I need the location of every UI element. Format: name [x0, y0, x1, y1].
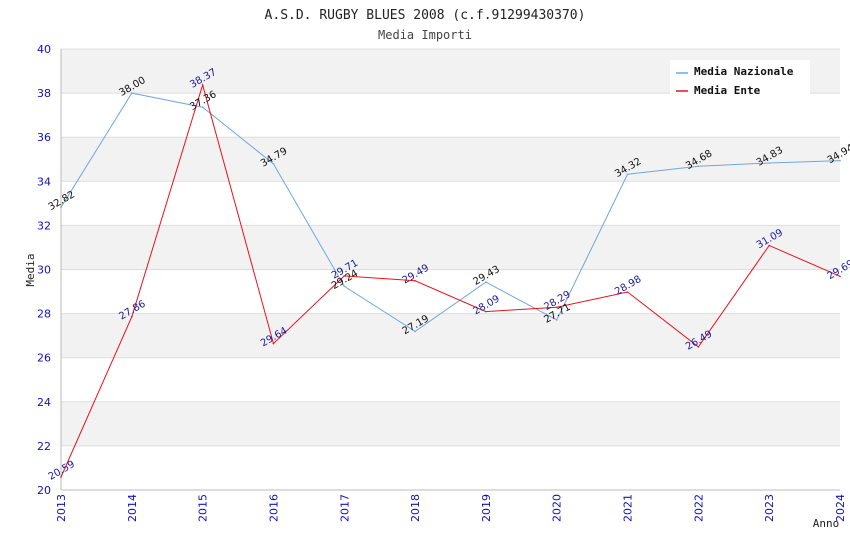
- x-tick-label-2018: 2018: [409, 494, 422, 522]
- data-point-media-ente-2024: [839, 275, 841, 278]
- chart-subtitle: Media Importi: [378, 28, 472, 42]
- data-point-media-ente-2018: [414, 279, 416, 282]
- data-point-media-nazionale-2014: [131, 92, 133, 94]
- x-tick-label-2013: 2013: [55, 494, 68, 522]
- data-point-media-nazionale-2015: [201, 106, 204, 109]
- data-point-media-nazionale-2023: [768, 162, 770, 164]
- band-22: [61, 401, 840, 446]
- x-tick-label-2015: 2015: [197, 494, 210, 522]
- data-point-media-ente-2023: [768, 244, 770, 247]
- x-tick-label-2017: 2017: [338, 494, 351, 522]
- y-axis-label: Media: [24, 253, 37, 286]
- data-point-media-nazionale-2021: [626, 173, 629, 176]
- y-tick-label-20: 20: [37, 484, 51, 497]
- x-tick-label-2019: 2019: [480, 494, 493, 522]
- data-point-media-ente-2019: [485, 310, 487, 313]
- band-26: [61, 313, 840, 358]
- y-tick-label-38: 38: [37, 87, 51, 100]
- band-36: [61, 93, 840, 138]
- data-point-media-nazionale-2024: [839, 159, 841, 162]
- y-tick-label-26: 26: [37, 352, 51, 365]
- legend-box: [670, 60, 810, 96]
- y-tick-labels: 20 22 24 26 28 30 32 34 36 38 40: [37, 43, 51, 497]
- y-tick-label-36: 36: [37, 131, 51, 144]
- data-point-media-ente-2020: [555, 306, 558, 309]
- data-point-media-ente-2014: [131, 315, 133, 318]
- data-point-media-ente-2016: [272, 342, 275, 345]
- band-32: [61, 181, 840, 226]
- y-tick-label-22: 22: [37, 440, 51, 453]
- x-tick-labels: 2013 2014 2015 2016 2017 2018 2019 2020 2021 2022…: [55, 494, 847, 522]
- series-lines: [60, 83, 841, 478]
- x-tick-label-2020: 2020: [551, 494, 564, 522]
- data-point-media-nazionale-2022: [697, 165, 700, 168]
- x-tick-label-2024: 2024: [834, 494, 847, 522]
- y-tick-label-30: 30: [37, 264, 51, 277]
- data-point-media-nazionale-2013: [60, 206, 62, 209]
- data-point-media-nazionale-2017: [343, 285, 346, 288]
- x-tick-label-2023: 2023: [763, 494, 776, 522]
- data-point-media-ente-2015: [201, 84, 204, 86]
- band-30: [61, 225, 840, 270]
- data-point-media-ente-2022: [697, 346, 700, 348]
- y-tick-label-28: 28: [37, 308, 51, 321]
- legend-label-media-ente: Media Ente: [694, 84, 761, 97]
- data-point-media-nazionale-2018: [414, 330, 416, 333]
- data-point-media-ente-2013: [60, 476, 62, 478]
- y-tick-label-24: 24: [37, 396, 51, 409]
- legend-label-media-nazionale: Media Nazionale: [694, 65, 794, 78]
- y-tick-label-34: 34: [37, 175, 51, 188]
- y-tick-label-32: 32: [37, 219, 51, 232]
- x-axis-label: Anno: [813, 517, 840, 530]
- band-34: [61, 137, 840, 182]
- axes: [60, 49, 840, 491]
- x-tick-label-2021: 2021: [622, 494, 635, 522]
- data-point-media-nazionale-2019: [485, 281, 487, 283]
- x-tick-label-2022: 2022: [692, 494, 705, 522]
- data-point-media-nazionale-2016: [272, 163, 275, 165]
- y-tick-label-40: 40: [37, 43, 51, 56]
- chart-title: A.S.D. RUGBY BLUES 2008 (c.f.91299430370…: [265, 8, 586, 23]
- band-24: [61, 357, 840, 402]
- data-point-media-ente-2017: [343, 275, 346, 277]
- series-line-media-ente: [60, 83, 841, 478]
- band-20: [61, 445, 840, 490]
- data-point-media-ente-2021: [626, 291, 629, 293]
- series-line-media-nazionale: [60, 92, 841, 333]
- x-tick-label-2014: 2014: [126, 494, 139, 522]
- x-tick-label-2016: 2016: [267, 494, 280, 522]
- legend: Media Nazionale Media Ente: [670, 60, 810, 97]
- data-point-media-nazionale-2020: [555, 319, 558, 321]
